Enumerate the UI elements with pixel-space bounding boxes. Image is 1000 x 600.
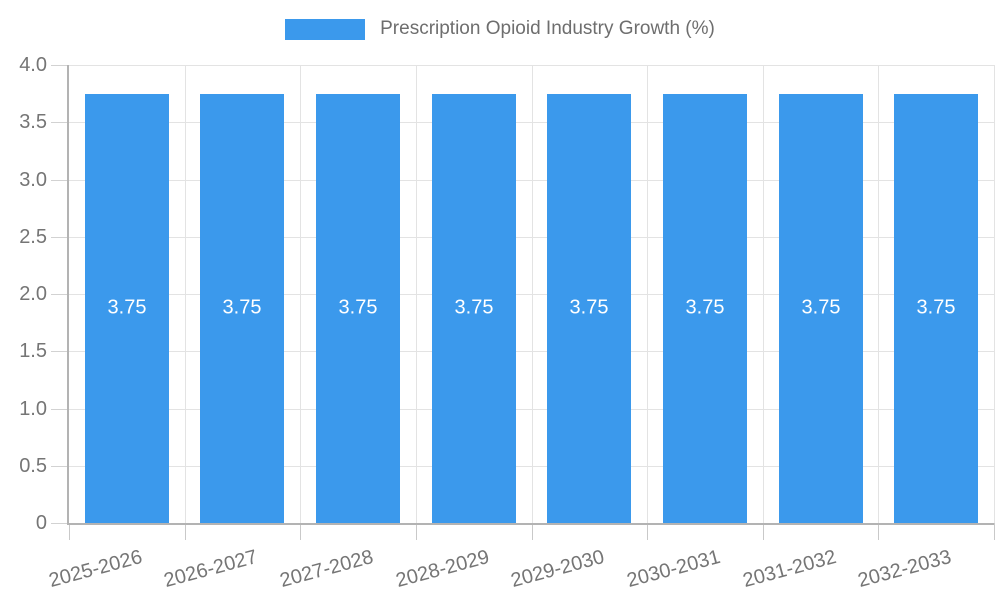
legend-label: Prescription Opioid Industry Growth (%) <box>380 18 715 39</box>
y-tick <box>51 294 69 295</box>
y-tick-label: 3.5 <box>19 111 47 133</box>
y-tick <box>51 409 69 410</box>
y-tick <box>51 523 69 524</box>
bar-value-label: 3.75 <box>801 296 841 319</box>
x-tick <box>763 523 764 540</box>
y-tick-label: 0 <box>35 512 47 534</box>
x-tick <box>647 523 648 540</box>
v-gridline <box>300 65 301 523</box>
y-tick-label: 4.0 <box>19 54 47 76</box>
h-gridline <box>69 294 994 295</box>
bar <box>894 94 978 523</box>
bar-value-label: 3.75 <box>222 296 262 319</box>
bar-value-label: 3.75 <box>107 296 147 319</box>
x-tick <box>878 523 879 540</box>
y-tick-label: 2.5 <box>19 226 47 248</box>
h-gridline <box>69 409 994 410</box>
y-tick <box>51 237 69 238</box>
x-tick <box>994 523 995 540</box>
bar <box>316 94 400 523</box>
x-tick <box>416 523 417 540</box>
y-tick-label: 3.0 <box>19 169 47 191</box>
h-gridline <box>69 237 994 238</box>
h-gridline <box>69 180 994 181</box>
bar <box>663 94 747 523</box>
y-axis-line <box>67 65 69 525</box>
v-gridline <box>878 65 879 523</box>
y-tick <box>51 122 69 123</box>
bar <box>200 94 284 523</box>
bar <box>432 94 516 523</box>
y-tick <box>51 65 69 66</box>
bar-value-label: 3.75 <box>454 296 494 319</box>
y-tick <box>51 180 69 181</box>
bar-value-label: 3.75 <box>338 296 378 319</box>
v-gridline <box>994 65 995 523</box>
y-tick <box>51 351 69 352</box>
h-gridline <box>69 466 994 467</box>
v-gridline <box>185 65 186 523</box>
v-gridline <box>532 65 533 523</box>
x-tick <box>185 523 186 540</box>
x-tick <box>69 523 70 540</box>
v-gridline <box>763 65 764 523</box>
x-tick <box>300 523 301 540</box>
v-gridline <box>416 65 417 523</box>
bar-value-label: 3.75 <box>569 296 609 319</box>
y-tick-label: 2.0 <box>19 283 47 305</box>
bar <box>547 94 631 523</box>
bar-value-label: 3.75 <box>916 296 956 319</box>
x-axis-line <box>67 523 994 525</box>
y-tick <box>51 466 69 467</box>
bar-value-label: 3.75 <box>685 296 725 319</box>
bar <box>779 94 863 523</box>
y-tick-label: 1.5 <box>19 340 47 362</box>
bar <box>85 94 169 523</box>
h-gridline <box>69 351 994 352</box>
h-gridline <box>69 65 994 66</box>
v-gridline <box>647 65 648 523</box>
y-tick-label: 1.0 <box>19 398 47 420</box>
h-gridline <box>69 122 994 123</box>
x-tick <box>532 523 533 540</box>
y-tick-label: 0.5 <box>19 455 47 477</box>
legend-swatch-icon <box>285 18 366 40</box>
chart-legend: Prescription Opioid Industry Growth (%) <box>0 18 1000 40</box>
